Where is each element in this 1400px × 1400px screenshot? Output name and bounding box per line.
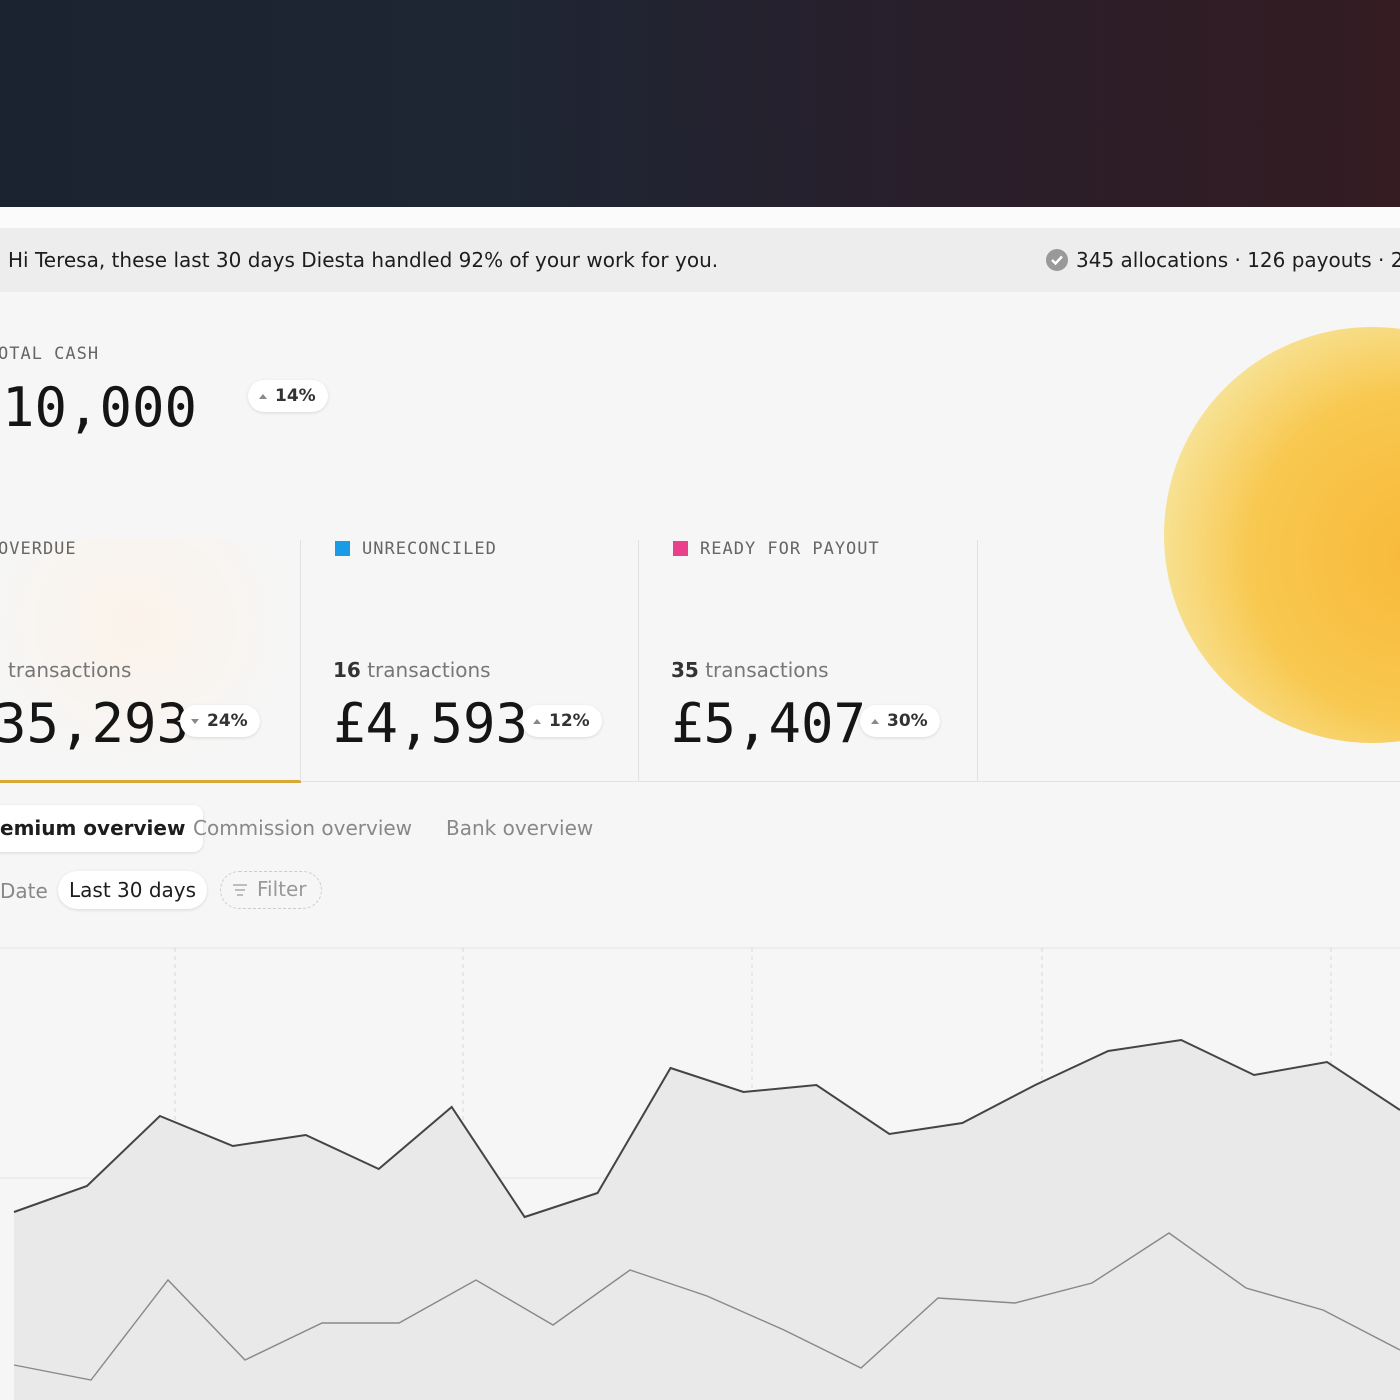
summary-bar — [0, 228, 1400, 292]
chart — [0, 947, 1400, 1400]
tab[interactable]: Commission overview — [193, 816, 413, 840]
gap — [0, 207, 1400, 228]
date-range[interactable]: Last 30 days — [58, 871, 207, 909]
card-change: 24% — [180, 705, 260, 737]
check-icon — [1046, 249, 1068, 271]
card-amount: £5,407 — [671, 692, 867, 755]
unit: transactions — [705, 658, 829, 682]
filter-button[interactable]: Filter — [220, 871, 322, 909]
tab[interactable]: Bank overview — [446, 816, 594, 840]
total-label: OTAL CASH — [0, 344, 100, 364]
card-amount: £4,593 — [333, 692, 529, 755]
active-underline — [0, 780, 301, 783]
legend-swatch — [673, 541, 688, 556]
card-highlight — [0, 540, 300, 780]
transaction-count: 35 transactions — [671, 658, 829, 682]
card-change: 30% — [860, 705, 940, 737]
orb — [1164, 327, 1400, 743]
legend-swatch — [335, 541, 350, 556]
change-value: 14% — [275, 386, 316, 406]
count: 35 — [671, 658, 699, 682]
tab[interactable]: emium overview — [0, 805, 204, 852]
summary-stats: 345 allocations · 126 payouts · 27 — [1076, 248, 1400, 272]
trend-arrow — [259, 394, 267, 399]
filter-text: Filter — [257, 877, 307, 901]
line — [13, 1038, 1400, 1219]
total-change: 14% — [248, 380, 328, 412]
card-label: OVERDUE — [0, 539, 77, 559]
area — [14, 1040, 1400, 1400]
change-value: 12% — [549, 711, 590, 731]
filter-field: Date — [0, 879, 48, 903]
change-value: 24% — [207, 711, 248, 731]
summary-message: Hi Teresa, these last 30 days Diesta han… — [8, 248, 719, 272]
trend-arrow — [533, 719, 541, 724]
card-divider — [638, 540, 639, 781]
arrow — [259, 394, 267, 399]
count: 16 — [333, 658, 361, 682]
transaction-count: 16 transactions — [333, 658, 491, 682]
transaction-count: transactions — [8, 658, 131, 682]
card-label: UNRECONCILED — [362, 539, 497, 559]
divider — [0, 781, 1400, 782]
total-amount: 10,000 — [2, 376, 198, 439]
line — [13, 1232, 1400, 1381]
arrow — [191, 719, 199, 724]
unit: transactions — [8, 658, 132, 682]
card-divider — [300, 540, 301, 781]
header-background — [0, 0, 1400, 207]
trend-arrow — [871, 719, 879, 724]
card-label: READY FOR PAYOUT — [700, 539, 880, 559]
trend-arrow — [191, 719, 199, 724]
arrow — [871, 719, 879, 724]
arrow — [533, 719, 541, 724]
card-amount: 35,293 — [0, 692, 190, 755]
change-value: 30% — [887, 711, 928, 731]
unit: transactions — [367, 658, 491, 682]
card-change: 12% — [522, 705, 602, 737]
card-divider — [977, 540, 978, 781]
filter-icon — [233, 884, 247, 896]
